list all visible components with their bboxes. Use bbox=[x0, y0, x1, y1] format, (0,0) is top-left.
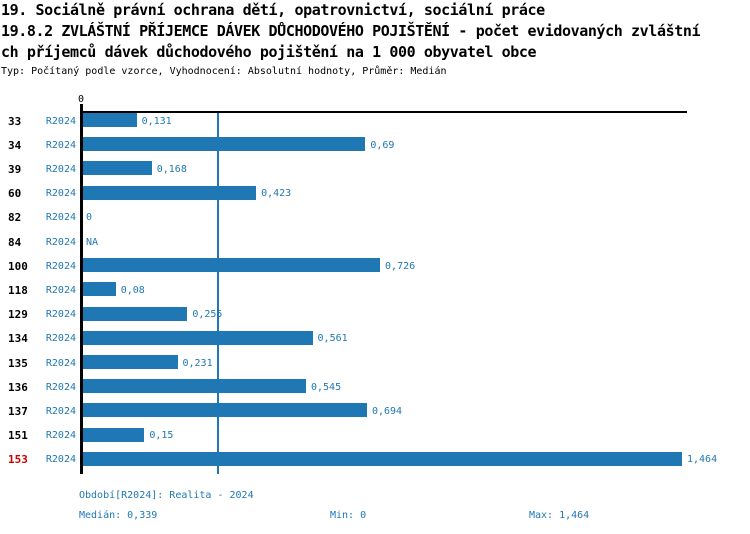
report-meta: Typ: Počítaný podle vzorce, Vyhodnocení:… bbox=[1, 66, 447, 77]
chart-row-82: 82 R2024 0 bbox=[0, 208, 750, 232]
value-bar bbox=[83, 282, 116, 297]
value-label: 0,231 bbox=[182, 357, 213, 369]
chart-row-84: 84 R2024 NA bbox=[0, 233, 750, 257]
value-label: 0,545 bbox=[310, 381, 342, 393]
row-id-label: 60 bbox=[8, 187, 22, 201]
row-period-label: R2024 bbox=[45, 333, 76, 345]
row-period-label: R2024 bbox=[45, 188, 76, 200]
value-bar bbox=[83, 379, 306, 394]
chart-row-39: 39 R2024 0,168 bbox=[0, 160, 750, 184]
x-axis-zero-tick-label: 0 bbox=[77, 94, 85, 105]
y-axis-line bbox=[80, 104, 83, 474]
chart-row-33: 33 R2024 0,131 bbox=[0, 112, 750, 136]
chart-row-34: 34 R2024 0,69 bbox=[0, 136, 750, 160]
row-period-label: R2024 bbox=[45, 357, 76, 369]
value-label: 0,131 bbox=[141, 115, 172, 127]
value-bar bbox=[83, 330, 313, 345]
row-period-label: R2024 bbox=[45, 115, 76, 127]
row-id-label: 153 bbox=[8, 453, 28, 467]
value-bar bbox=[83, 137, 366, 152]
value-bar bbox=[83, 161, 152, 176]
value-bar bbox=[83, 355, 178, 369]
value-label: 1,464 bbox=[687, 454, 718, 466]
value-bar bbox=[83, 258, 381, 273]
row-id-label: 100 bbox=[8, 259, 28, 273]
value-bar bbox=[83, 403, 367, 418]
min-stat: Min: 0 bbox=[330, 510, 367, 521]
value-label: 0,168 bbox=[156, 163, 187, 175]
max-stat: Max: 1,464 bbox=[529, 510, 590, 521]
value-bar bbox=[83, 306, 188, 321]
median-line bbox=[217, 113, 219, 474]
value-bar bbox=[83, 113, 137, 127]
chart-row-100: 100 R2024 0,726 bbox=[0, 257, 750, 281]
chart-row-136: 136 R2024 0,545 bbox=[0, 378, 750, 402]
value-label: 0,15 bbox=[149, 430, 174, 442]
row-period-label: R2024 bbox=[45, 381, 76, 393]
value-label: 0,69 bbox=[370, 139, 395, 151]
row-period-label: R2024 bbox=[45, 139, 76, 151]
value-label: 0,694 bbox=[371, 405, 403, 417]
row-period-label: R2024 bbox=[45, 405, 76, 417]
row-id-label: 39 bbox=[8, 162, 22, 176]
row-period-label: R2024 bbox=[45, 260, 76, 272]
row-id-label: 33 bbox=[8, 114, 22, 128]
x-axis-line bbox=[80, 111, 687, 113]
report-title-line2: 19.8.2 ZVLÁŠTNÍ PŘÍJEMCE DÁVEK DŮCHODOVÉ… bbox=[1, 22, 701, 40]
value-bar bbox=[83, 451, 682, 466]
value-label: 0,08 bbox=[120, 284, 145, 296]
row-id-label: 137 bbox=[8, 404, 28, 418]
row-id-label: 118 bbox=[8, 283, 28, 297]
chart-row-153: 153 R2024 1,464 bbox=[0, 450, 750, 474]
chart-row-134: 134 R2024 0,561 bbox=[0, 329, 750, 353]
median-stat: Medián: 0,339 bbox=[79, 510, 158, 521]
row-id-label: 82 bbox=[8, 211, 22, 225]
row-id-label: 135 bbox=[8, 356, 28, 370]
chart-row-118: 118 R2024 0,08 bbox=[0, 281, 750, 305]
row-period-label: R2024 bbox=[45, 236, 76, 248]
row-id-label: 136 bbox=[8, 380, 28, 394]
row-period-label: R2024 bbox=[45, 430, 76, 442]
row-period-label: R2024 bbox=[45, 212, 76, 224]
report-title-line3: ch příjemců dávek důchodového pojištění … bbox=[1, 43, 537, 61]
value-label: 0,726 bbox=[385, 260, 416, 272]
chart-row-60: 60 R2024 0,423 bbox=[0, 184, 750, 208]
row-id-label: 34 bbox=[8, 138, 22, 152]
row-period-label: R2024 bbox=[45, 163, 76, 175]
row-period-label: R2024 bbox=[45, 309, 76, 321]
value-label: 0,423 bbox=[261, 188, 292, 200]
value-label: 0 bbox=[86, 212, 93, 224]
value-label: NA bbox=[86, 236, 99, 248]
value-bar bbox=[83, 427, 145, 442]
chart-row-135: 135 R2024 0,231 bbox=[0, 354, 750, 378]
value-label: 0,561 bbox=[317, 333, 348, 345]
chart-row-129: 129 R2024 0,255 bbox=[0, 305, 750, 329]
value-bar bbox=[83, 185, 257, 200]
chart-row-151: 151 R2024 0,15 bbox=[0, 426, 750, 450]
period-info: Období[R2024]: Realita - 2024 bbox=[79, 490, 254, 501]
row-id-label: 134 bbox=[8, 332, 28, 346]
value-label: 0,255 bbox=[192, 309, 223, 321]
chart-row-137: 137 R2024 0,694 bbox=[0, 402, 750, 426]
row-period-label: R2024 bbox=[45, 284, 76, 296]
row-id-label: 84 bbox=[8, 235, 22, 249]
row-id-label: 151 bbox=[8, 429, 28, 443]
row-period-label: R2024 bbox=[45, 454, 76, 466]
row-id-label: 129 bbox=[8, 308, 28, 322]
report-title-line1: 19. Sociálně právní ochrana dětí, opatro… bbox=[1, 1, 545, 19]
